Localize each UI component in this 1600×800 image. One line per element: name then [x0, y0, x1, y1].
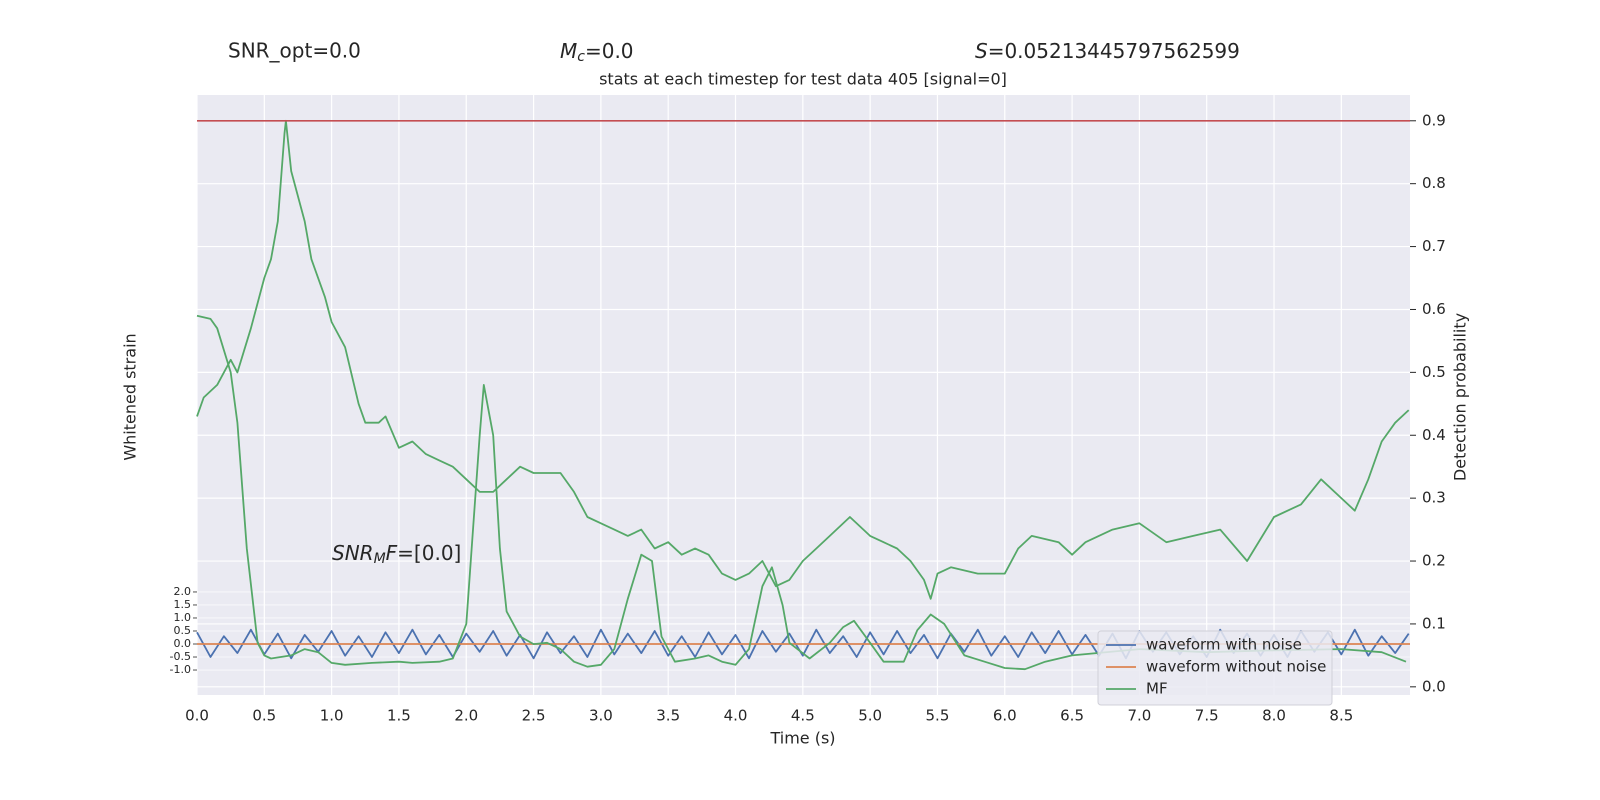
- y2-tick-label: 0.5: [1422, 363, 1446, 381]
- legend-box: [1097, 630, 1333, 706]
- legend: waveform with noise waveform without nois…: [1097, 630, 1333, 706]
- x-tick-label: 1.0: [320, 707, 344, 725]
- y-tick-label: -1.0: [170, 663, 191, 676]
- x-tick-label: 7.5: [1195, 707, 1219, 725]
- x-tick-label: 6.5: [1060, 707, 1084, 725]
- y2-tick-label: 0.4: [1422, 426, 1446, 444]
- y2-tick-label: 0.8: [1422, 174, 1446, 192]
- ann-rest: =[0.0]: [397, 541, 461, 565]
- y2-tick-label: 0.0: [1422, 677, 1446, 695]
- snr-opt: SNR_opt=0.0: [228, 39, 361, 63]
- x-tick-label: 6.0: [993, 707, 1017, 725]
- x-tick-label: 5.0: [858, 707, 882, 725]
- x-tick-label: 7.0: [1127, 707, 1151, 725]
- y-tick-label: 0.5: [174, 624, 192, 637]
- y2-tick-label: 0.6: [1422, 300, 1446, 318]
- y2-tick-label: 0.7: [1422, 237, 1446, 255]
- x-tick-label: 4.5: [791, 707, 815, 725]
- y-tick-label: 1.5: [174, 598, 192, 611]
- x-label: Time (s): [769, 729, 835, 748]
- y2-tick-label: 0.2: [1422, 552, 1446, 570]
- ann-tail: F: [386, 541, 398, 565]
- x-tick-label: 1.5: [387, 707, 411, 725]
- x-tick-label: 2.5: [522, 707, 546, 725]
- series-line: [196, 314, 1407, 671]
- y-tick-label: 0.0: [174, 637, 192, 650]
- x-tick-label: 8.0: [1262, 707, 1286, 725]
- ann-sub: M: [374, 551, 386, 567]
- legend-label: waveform with noise: [1146, 636, 1302, 654]
- y-tick-label: 1.0: [174, 611, 192, 624]
- x-tick-label: 2.0: [454, 707, 478, 725]
- mc-sub: c: [577, 49, 585, 65]
- x-tick-label: 5.5: [926, 707, 950, 725]
- s-rest: =0.05213445797562599: [988, 39, 1240, 63]
- x-tick-label: 3.5: [656, 707, 680, 725]
- y2-label: Detection probability: [1451, 313, 1470, 481]
- x-tick-label: 4.0: [724, 707, 748, 725]
- x-tick-label: 0.5: [252, 707, 276, 725]
- x-tick-label: 8.5: [1329, 707, 1353, 725]
- legend-label: waveform without noise: [1146, 658, 1326, 676]
- y2-tick-label: 0.9: [1422, 111, 1446, 129]
- mc-rest: =0.0: [585, 39, 634, 63]
- mc-base: M: [560, 39, 577, 63]
- s-stat: S=0.05213445797562599: [975, 39, 1240, 63]
- y2-tick-label: 0.1: [1422, 614, 1446, 632]
- y2-tick-label: 0.3: [1422, 489, 1446, 507]
- ann-base: SNR: [332, 541, 374, 565]
- x-tick-label: 0.0: [185, 707, 209, 725]
- legend-label: MF: [1146, 680, 1168, 698]
- s-base: S: [975, 39, 988, 63]
- snr-mf-annotation: SNRMF=[0.0]: [332, 541, 461, 568]
- y-label: Whitened strain: [121, 333, 140, 460]
- series-line: [196, 119, 1410, 600]
- y-tick-label: -0.5: [170, 650, 191, 663]
- chart-title: stats at each timestep for test data 405…: [599, 70, 1007, 89]
- mc-stat: Mc=0.0: [560, 39, 634, 66]
- y-tick-label: 2.0: [174, 585, 192, 598]
- x-tick-label: 3.0: [589, 707, 613, 725]
